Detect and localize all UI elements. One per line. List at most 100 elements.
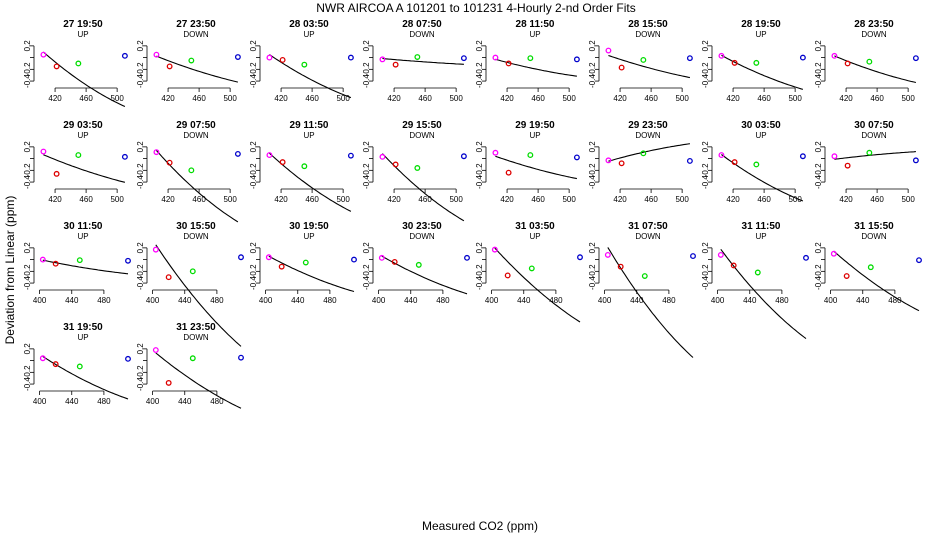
panel-mode-label: DOWN — [409, 131, 435, 140]
fit-curve — [494, 247, 581, 323]
x-tick-label: 460 — [79, 94, 93, 103]
y-tick-label: -0.2 — [475, 163, 484, 177]
data-point — [492, 54, 499, 61]
y-tick-label: -0.4 — [362, 175, 371, 189]
y-tick-label: 0.2 — [814, 141, 823, 153]
fit-curve — [43, 154, 126, 183]
y-tick-label: -0.4 — [136, 377, 145, 391]
data-point — [830, 250, 837, 257]
x-tick-label: 440 — [291, 296, 305, 305]
y-tick-label: 0.2 — [588, 40, 597, 52]
x-tick-label: 420 — [500, 94, 514, 103]
data-point — [460, 55, 467, 62]
x-tick-label: 440 — [178, 296, 192, 305]
data-point — [379, 56, 386, 63]
x-tick-label: 440 — [856, 296, 870, 305]
y-tick-label: -0.4 — [362, 276, 371, 290]
y-tick-label: 0.2 — [136, 40, 145, 52]
x-tick-label: 420 — [274, 94, 288, 103]
x-tick-label: 420 — [839, 94, 853, 103]
data-point — [831, 52, 838, 59]
data-point — [76, 363, 83, 370]
y-tick-label: -0.4 — [23, 74, 32, 88]
y-tick-label: -0.4 — [814, 175, 823, 189]
x-tick-label: 460 — [531, 195, 545, 204]
data-point — [686, 55, 693, 62]
y-tick-label: -0.2 — [249, 163, 258, 177]
x-tick-label: 420 — [274, 195, 288, 204]
panel-mode-label: DOWN — [183, 333, 209, 342]
data-point — [266, 152, 273, 159]
x-tick-label: 400 — [33, 296, 47, 305]
panel-title: 31 23:50 — [176, 322, 216, 333]
panel-title: 28 23:50 — [854, 19, 894, 30]
x-tick-label: 460 — [644, 195, 658, 204]
data-point — [843, 273, 850, 279]
data-point — [152, 246, 159, 253]
x-tick-label: 460 — [418, 94, 432, 103]
x-tick-label: 420 — [839, 195, 853, 204]
data-point — [844, 162, 851, 169]
data-point — [731, 159, 738, 166]
y-axis-label: Deviation from Linear (ppm) — [3, 196, 17, 345]
data-point — [731, 59, 738, 66]
x-tick-label: 400 — [485, 296, 499, 305]
data-point — [165, 274, 172, 281]
x-tick-label: 500 — [449, 94, 463, 103]
x-tick-label: 500 — [901, 195, 915, 204]
data-point — [234, 54, 241, 60]
x-tick-label: 420 — [387, 94, 401, 103]
x-tick-label: 500 — [110, 94, 124, 103]
data-point — [718, 152, 725, 159]
panel-mode-label: UP — [529, 232, 540, 241]
fit-curve — [834, 55, 917, 84]
y-tick-label: -0.4 — [588, 74, 597, 88]
data-point — [152, 347, 159, 353]
fit-curve — [381, 255, 468, 295]
y-tick-label: -0.2 — [362, 163, 371, 177]
data-point — [378, 254, 385, 261]
fit-curve — [42, 259, 129, 275]
x-tick-label: 500 — [788, 94, 802, 103]
x-tick-label: 440 — [517, 296, 531, 305]
x-tick-label: 420 — [48, 195, 62, 204]
y-tick-label: -0.4 — [249, 276, 258, 290]
x-tick-label: 480 — [323, 296, 337, 305]
x-tick-label: 500 — [449, 195, 463, 204]
data-point — [301, 163, 308, 170]
data-point — [39, 256, 46, 263]
data-point — [351, 256, 357, 263]
y-tick-label: -0.4 — [814, 74, 823, 88]
data-point — [573, 56, 580, 63]
data-point — [302, 259, 309, 266]
x-tick-label: 480 — [97, 397, 111, 406]
x-tick-label: 500 — [223, 94, 237, 103]
y-tick-label: -0.4 — [475, 175, 484, 189]
y-tick-label: 0.2 — [362, 40, 371, 52]
x-tick-label: 440 — [65, 397, 79, 406]
y-tick-label: -0.4 — [136, 74, 145, 88]
x-tick-label: 420 — [726, 195, 740, 204]
x-tick-label: 500 — [788, 195, 802, 204]
x-tick-label: 480 — [888, 296, 902, 305]
data-point — [799, 54, 806, 61]
panel-mode-label: UP — [755, 30, 766, 39]
panel-mode-label: UP — [77, 131, 88, 140]
panel-title: 29 11:50 — [290, 120, 329, 131]
x-tick-label: 420 — [500, 195, 514, 204]
y-tick-label: -0.2 — [588, 264, 597, 278]
fit-curve — [155, 244, 242, 347]
y-tick-label: 0.2 — [249, 242, 258, 254]
data-point — [392, 161, 399, 168]
data-point — [265, 254, 272, 261]
y-tick-label: -0.4 — [701, 74, 710, 88]
